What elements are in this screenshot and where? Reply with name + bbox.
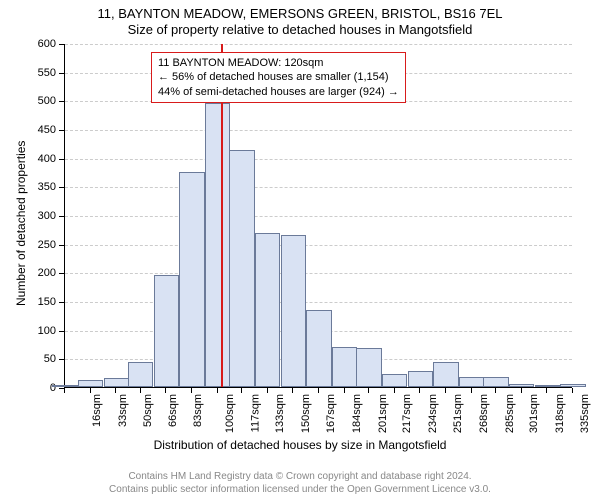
x-tick-label: 234sqm <box>427 394 439 433</box>
histogram-bar <box>154 275 179 387</box>
histogram-bar <box>459 377 484 387</box>
x-tick <box>495 388 496 393</box>
y-tick-label: 150 <box>26 296 56 308</box>
info-box-line-3: 44% of semi-detached houses are larger (… <box>158 85 399 99</box>
x-tick <box>521 388 522 393</box>
x-tick <box>165 388 166 393</box>
y-axis-label: Number of detached properties <box>14 141 28 306</box>
footer-line-1: Contains HM Land Registry data © Crown c… <box>0 471 600 484</box>
gridline <box>65 302 572 303</box>
x-tick-label: 285sqm <box>504 394 516 433</box>
histogram-bar <box>483 377 508 387</box>
x-axis-title: Distribution of detached houses by size … <box>0 438 600 452</box>
gridline <box>65 245 572 246</box>
histogram-bar <box>179 172 204 387</box>
x-tick <box>90 388 91 393</box>
y-tick-label: 400 <box>26 153 56 165</box>
x-tick-label: 83sqm <box>192 394 204 427</box>
x-tick-label: 33sqm <box>117 394 129 427</box>
x-tick-label: 217sqm <box>401 394 413 433</box>
x-tick <box>64 388 65 393</box>
x-tick-label: 66sqm <box>167 394 179 427</box>
x-tick <box>140 388 141 393</box>
title-line-2: Size of property relative to detached ho… <box>0 22 600 38</box>
x-tick-label: 133sqm <box>274 394 286 433</box>
y-tick-label: 0 <box>26 382 56 394</box>
x-tick <box>115 388 116 393</box>
chart-title-block: 11, BAYNTON MEADOW, EMERSONS GREEN, BRIS… <box>0 0 600 39</box>
histogram-bar <box>52 385 77 387</box>
histogram-bar <box>306 310 331 387</box>
histogram-bar <box>281 235 306 387</box>
x-tick <box>191 388 192 393</box>
y-tick-label: 300 <box>26 210 56 222</box>
footer-attribution: Contains HM Land Registry data © Crown c… <box>0 471 600 496</box>
y-tick-label: 200 <box>26 267 56 279</box>
x-tick <box>572 388 573 393</box>
x-tick <box>394 388 395 393</box>
gridline <box>65 216 572 217</box>
histogram-bar <box>535 385 560 387</box>
x-tick <box>445 388 446 393</box>
histogram-bar <box>78 380 103 387</box>
x-tick <box>241 388 242 393</box>
y-tick-label: 250 <box>26 239 56 251</box>
x-tick-label: 268sqm <box>478 394 490 433</box>
x-tick <box>546 388 547 393</box>
x-tick-label: 318sqm <box>554 394 566 433</box>
info-box-line-1: 11 BAYNTON MEADOW: 120sqm <box>158 56 399 70</box>
x-tick-label: 335sqm <box>579 394 591 433</box>
x-tick-label: 117sqm <box>249 394 261 432</box>
title-line-1: 11, BAYNTON MEADOW, EMERSONS GREEN, BRIS… <box>0 6 600 22</box>
x-tick-label: 184sqm <box>351 394 363 433</box>
x-tick <box>217 388 218 393</box>
plot-region: 11 BAYNTON MEADOW: 120sqm ← 56% of detac… <box>64 44 572 388</box>
histogram-bar <box>128 362 153 387</box>
y-tick-label: 100 <box>26 325 56 337</box>
x-tick <box>419 388 420 393</box>
chart-area: Number of detached properties 0 50 100 150 2… <box>0 38 600 456</box>
histogram-bar <box>560 384 585 387</box>
x-tick-label: 150sqm <box>300 394 312 433</box>
x-tick-label: 16sqm <box>91 394 103 427</box>
y-tick-label: 50 <box>26 353 56 365</box>
y-tick-label: 550 <box>26 67 56 79</box>
histogram-bar <box>332 347 357 387</box>
x-tick <box>471 388 472 393</box>
gridline <box>65 44 572 45</box>
x-tick-label: 301sqm <box>528 394 540 433</box>
x-tick <box>344 388 345 393</box>
histogram-bar <box>205 103 230 387</box>
x-tick-label: 201sqm <box>377 394 389 433</box>
x-tick-label: 167sqm <box>325 394 337 433</box>
gridline <box>65 130 572 131</box>
footer-line-2: Contains public sector information licen… <box>0 484 600 497</box>
histogram-bar <box>382 374 407 387</box>
info-box-line-2: ← 56% of detached houses are smaller (1,… <box>158 70 399 84</box>
x-tick <box>318 388 319 393</box>
histogram-bar <box>509 384 534 387</box>
gridline <box>65 159 572 160</box>
y-tick-label: 500 <box>26 95 56 107</box>
histogram-bar <box>356 348 381 387</box>
histogram-bar <box>229 150 254 387</box>
histogram-bar <box>104 378 129 387</box>
y-tick-label: 600 <box>26 38 56 50</box>
histogram-bar <box>255 233 280 387</box>
y-tick-label: 450 <box>26 124 56 136</box>
x-tick-label: 100sqm <box>224 394 236 433</box>
info-box: 11 BAYNTON MEADOW: 120sqm ← 56% of detac… <box>151 52 406 103</box>
histogram-bar <box>433 362 458 387</box>
histogram-bar <box>408 371 433 387</box>
y-tick-label: 350 <box>26 181 56 193</box>
x-tick <box>292 388 293 393</box>
x-tick-label: 251sqm <box>452 394 464 433</box>
x-tick <box>267 388 268 393</box>
x-tick-label: 50sqm <box>142 394 154 427</box>
gridline <box>65 187 572 188</box>
gridline <box>65 273 572 274</box>
x-tick <box>368 388 369 393</box>
